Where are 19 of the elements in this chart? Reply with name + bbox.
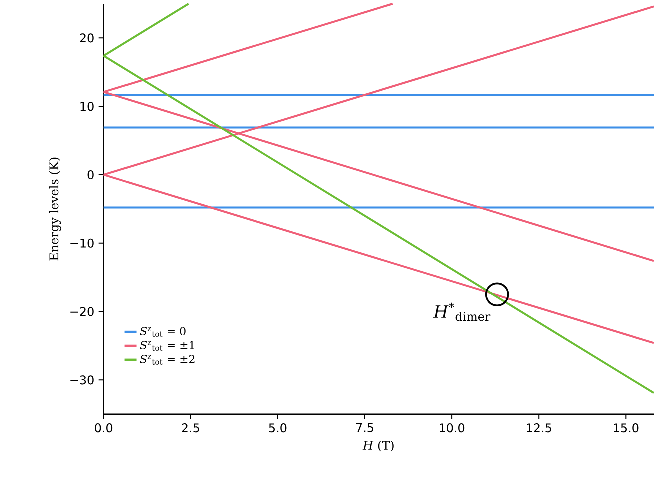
y-tick-label: −30	[70, 376, 94, 385]
x-tick-label: 7.5	[356, 423, 374, 432]
y-axis-title: Energy levels (K)	[49, 158, 62, 261]
x-tick-label: 10.0	[440, 423, 465, 432]
x-tick-label: 12.5	[527, 423, 552, 432]
y-tick-label: 0	[88, 170, 94, 180]
x-tick-label: 15.0	[614, 423, 639, 432]
x-tick-label: 5.0	[269, 423, 287, 432]
y-tick-label: −10	[70, 238, 94, 248]
legend-label: S$^{z}$$_{tot}$ = ±1	[140, 341, 194, 351]
x-tick-label: 2.5	[182, 423, 200, 432]
y-tick-label: 20	[80, 34, 94, 43]
x-tick-label: 0.0	[95, 423, 113, 432]
x-axis-title: H (T)	[362, 440, 394, 452]
legend-label: S$^{z}$$_{tot}$ = ±2	[140, 354, 195, 365]
y-tick-label: −20	[70, 307, 94, 316]
legend-label: S$^{z}$$_{tot}$ = 0	[140, 327, 186, 337]
annotation: H$^{*}$dimer	[433, 302, 491, 322]
y-tick-label: 10	[80, 102, 94, 111]
